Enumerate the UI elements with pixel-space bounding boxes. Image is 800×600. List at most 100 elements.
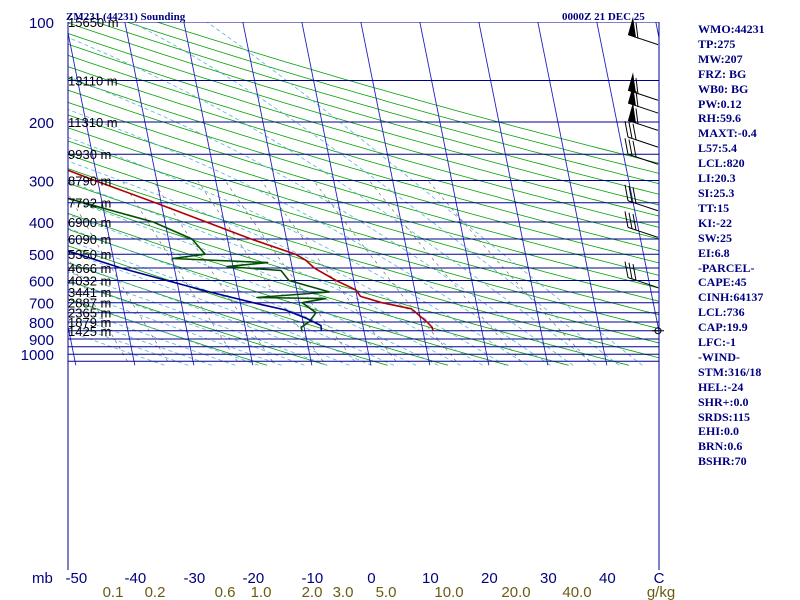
dry-adiabat [68, 89, 659, 264]
dry-adiabat [68, 22, 659, 195]
moist-adiabat [68, 76, 574, 366]
wind-barb-pennant [628, 102, 636, 124]
temperature-label: C [654, 570, 665, 587]
dry-adiabat [68, 127, 659, 302]
isotherm [478, 22, 549, 366]
mixing-ratio-label: 2.0 [302, 584, 323, 600]
index-item: PW:0.12 [698, 96, 742, 111]
mixing-ratio-label: 20.0 [501, 584, 530, 600]
wind-barb-pennant [628, 72, 636, 94]
wind-barb-feather [628, 139, 633, 156]
mixing-ratio-label: 10.0 [434, 584, 463, 600]
dry-adiabat [68, 114, 659, 289]
moist-adiabat [68, 109, 551, 366]
pressure-label: 700 [29, 296, 54, 313]
pressure-label: 400 [29, 215, 54, 232]
wind-barb-shaft [627, 136, 659, 148]
moist-adiabat [68, 314, 213, 366]
moist-adiabat [68, 136, 528, 366]
dry-adiabat [68, 245, 449, 366]
wind-barb-feather [628, 122, 633, 139]
dry-adiabat [68, 298, 268, 366]
index-item: STM:316/18 [698, 364, 762, 379]
dry-adiabat [68, 77, 659, 252]
mixing-ratio-line [224, 180, 355, 362]
indices-panel: WMO:44231 TP:275 MW:207 FRZ: BG WB0: BG PW:0.… [698, 22, 798, 469]
temperature-label: -30 [184, 570, 206, 587]
parcel-trace [68, 250, 323, 331]
mixing-ratio-label: 40.0 [562, 584, 591, 600]
isotherm [596, 22, 659, 334]
wind-barb-feather [628, 212, 633, 229]
isotherm [124, 22, 195, 366]
pressure-label: 900 [29, 332, 54, 349]
wind-barb-feather [635, 22, 639, 39]
mixing-ratio-line [121, 180, 238, 362]
index-item: -WIND- [698, 349, 740, 364]
wind-barb-shaft [627, 153, 659, 165]
temperature-label: 30 [540, 570, 557, 587]
wind-barb [627, 16, 659, 46]
index-item: RH:59.6 [698, 111, 741, 126]
wind-barb [624, 121, 659, 148]
pressure-label: 1000 [21, 347, 54, 364]
wind-barb [652, 327, 664, 335]
height-label: 5350 m [68, 247, 111, 262]
height-label: 4032 m [68, 274, 111, 289]
wind-barb-feather [628, 185, 633, 203]
wind-barb-feather [632, 140, 637, 157]
dry-adiabat [68, 140, 659, 316]
pressure-label: 300 [29, 173, 54, 190]
wind-barb-shaft [627, 226, 659, 238]
index-item: CAP:19.9 [698, 320, 748, 335]
index-item: LFC:-1 [698, 335, 736, 350]
index-item: L57:5.4 [698, 141, 737, 156]
pressure-label: 600 [29, 274, 54, 291]
isotherm [360, 22, 431, 366]
height-label: 3441 m [68, 285, 111, 300]
index-item: TP:275 [698, 36, 736, 51]
height-label: 6900 m [68, 215, 111, 230]
wind-barb [624, 184, 659, 212]
mixing-ratio-label: g/kg [647, 584, 675, 600]
chart-time: 0000Z 21 DEC 25 [562, 11, 645, 23]
index-item: EI:6.8 [698, 245, 730, 260]
dry-adiabat [125, 22, 659, 174]
dry-adiabat [68, 212, 569, 366]
moist-adiabat [68, 214, 439, 366]
height-label: 15650 m [68, 15, 119, 30]
wind-barb-feather [632, 213, 637, 231]
moist-adiabat [68, 306, 236, 366]
wind-barb-pennant [628, 16, 636, 38]
mixing-ratio-line [68, 192, 168, 362]
wind-barb-feather [635, 108, 639, 125]
temperature-label: -10 [302, 570, 324, 587]
wind-barb-feather [632, 123, 637, 140]
wind-barbs [624, 16, 664, 335]
moist-adiabat [68, 297, 259, 366]
wind-barb-feather [632, 187, 637, 204]
temperature-label: 40 [599, 570, 616, 587]
wind-barb-feather [635, 78, 639, 95]
index-item: BRN:0.6 [698, 439, 743, 454]
height-label: 2887 m [68, 296, 111, 311]
wind-barb-pennant [628, 85, 636, 107]
dry-adiabat [94, 22, 659, 185]
moist-adiabat [206, 22, 643, 366]
diagram-grid [68, 22, 659, 366]
wind-barb-shaft [627, 277, 659, 289]
temperature-label: 0 [367, 570, 375, 587]
wind-barb-feather [624, 261, 629, 278]
pressure-label: 200 [29, 115, 54, 132]
height-label: 13110 m [68, 73, 118, 88]
mixing-ratio-label: 5.0 [376, 584, 397, 600]
wind-barb [624, 261, 659, 289]
moist-adiabat [68, 160, 506, 366]
dry-adiabat [68, 43, 659, 217]
mixing-ratio-label: 3.0 [333, 584, 354, 600]
moist-adiabat [68, 251, 372, 366]
height-label: 4666 m [68, 261, 111, 276]
wind-barb-feather [635, 91, 639, 108]
index-item: SI:25.3 [698, 185, 735, 200]
